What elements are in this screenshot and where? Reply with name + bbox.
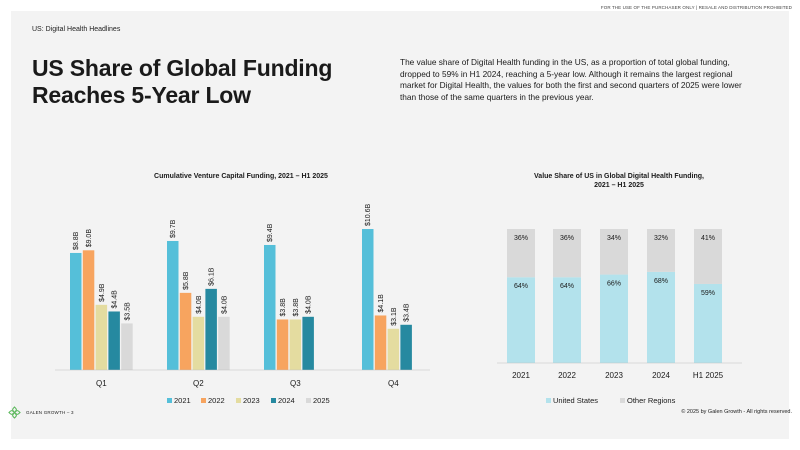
category-label-2023: 2023 xyxy=(605,371,623,380)
legend-swatch-2023 xyxy=(236,398,241,403)
legend-label-other-regions: Other Regions xyxy=(627,396,676,405)
funding-chart-legend: 2021 2022 2023 2024 2025 xyxy=(167,396,330,405)
legend-label-2023: 2023 xyxy=(243,396,260,405)
category-label-2022: 2022 xyxy=(558,371,576,380)
legend-swatch-2022 xyxy=(201,398,206,403)
slide-background xyxy=(11,11,789,439)
stack-label-h1-2025-united-states: 59% xyxy=(701,290,715,297)
bar-q2-2024 xyxy=(205,288,217,370)
stack-2023-other-regions xyxy=(600,229,628,275)
category-label-q2: Q2 xyxy=(193,379,204,388)
us-share-chart-title-line-2: 2021 – H1 2025 xyxy=(594,182,644,189)
bar-q1-2022 xyxy=(82,250,95,370)
stack-2021-other-regions xyxy=(507,229,535,278)
stack-label-2023-united-states: 66% xyxy=(607,281,621,288)
stack-2022-other-regions xyxy=(553,229,581,278)
legend-swatch-other-regions xyxy=(620,398,625,403)
stack-label-h1-2025-other-regions: 41% xyxy=(701,235,715,242)
bar-label-q2-2023: $4.0B xyxy=(196,295,203,314)
stack-label-2021-other-regions: 36% xyxy=(514,235,528,242)
page-title-line-1: US Share of Global Funding xyxy=(32,55,333,81)
stack-label-2024-other-regions: 32% xyxy=(654,235,668,242)
bar-q3-2022 xyxy=(276,319,289,370)
bar-label-q4-2024: $3.4B xyxy=(404,303,411,322)
bar-q1-2025 xyxy=(121,323,133,370)
stack-2023-united-states xyxy=(600,274,628,363)
bar-q2-2023 xyxy=(192,316,205,370)
bar-label-q3-2024: $4.0B xyxy=(306,295,313,314)
us-share-chart-legend: United States Other Regions xyxy=(546,396,676,405)
category-label-2024: 2024 xyxy=(652,371,670,380)
stack-label-2022-united-states: 64% xyxy=(560,283,574,290)
bar-q1-2021 xyxy=(70,252,82,370)
stack-label-2021-united-states: 64% xyxy=(514,283,528,290)
stack-2024-united-states xyxy=(647,271,675,363)
stack-2022-united-states xyxy=(553,277,581,363)
legend-swatch-united-states xyxy=(546,398,551,403)
stack-label-2022-other-regions: 36% xyxy=(560,235,574,242)
bar-q3-2024 xyxy=(302,316,314,370)
footer-brand-text: GALEN GROWTH – 3 xyxy=(26,410,74,415)
legend-label-united-states: United States xyxy=(553,396,598,405)
bar-label-q2-2022: $5.8B xyxy=(183,271,190,290)
bar-q4-2023 xyxy=(387,328,400,370)
legend-label-2021: 2021 xyxy=(174,396,191,405)
bar-q2-2025 xyxy=(218,316,230,370)
bar-label-q1-2023: $4.9B xyxy=(99,283,106,302)
funding-chart-title: Cumulative Venture Capital Funding, 2021… xyxy=(154,173,328,180)
stack-label-2023-other-regions: 34% xyxy=(607,235,621,242)
legend-swatch-2024 xyxy=(271,398,276,403)
bar-label-q2-2021: $9.7B xyxy=(170,219,177,238)
category-label-q4: Q4 xyxy=(388,379,399,388)
usage-notice: FOR THE USE OF THE PURCHASER ONLY | RESA… xyxy=(600,5,792,10)
us-share-chart-title-line-1: Value Share of US in Global Digital Heal… xyxy=(534,173,704,180)
legend-label-2022: 2022 xyxy=(208,396,225,405)
bar-q1-2024 xyxy=(108,311,120,370)
page-title: US Share of Global Funding Reaches 5-Yea… xyxy=(32,55,362,109)
bar-q4-2022 xyxy=(374,315,387,370)
legend-label-2025: 2025 xyxy=(313,396,330,405)
category-label-q3: Q3 xyxy=(290,379,301,388)
stack-2024-other-regions xyxy=(647,229,675,272)
stack-2021-united-states xyxy=(507,277,535,363)
legend-label-2024: 2024 xyxy=(278,396,295,405)
copyright: © 2025 by Galen Growth - All rights rese… xyxy=(681,409,792,415)
bar-q3-2023 xyxy=(289,319,302,370)
stack-h1-2025-other-regions xyxy=(694,229,722,284)
bar-label-q1-2024: $4.4B xyxy=(112,290,119,309)
bar-label-q4-2023: $3.1B xyxy=(391,307,398,326)
page-title-line-2: Reaches 5-Year Low xyxy=(32,82,251,108)
legend-swatch-2025 xyxy=(306,398,311,403)
bar-label-q1-2022: $9.0B xyxy=(86,229,93,248)
bar-q4-2024 xyxy=(400,324,412,370)
category-label-2021: 2021 xyxy=(512,371,530,380)
bar-label-q2-2024: $6.1B xyxy=(209,267,216,286)
bar-q2-2022 xyxy=(179,292,192,370)
bar-label-q1-2021: $8.8B xyxy=(73,231,80,250)
stack-label-2024-united-states: 68% xyxy=(654,278,668,285)
bar-label-q4-2021: $10.6B xyxy=(365,204,372,227)
breadcrumb: US: Digital Health Headlines xyxy=(32,26,121,33)
bar-label-q2-2025: $4.0B xyxy=(221,295,228,314)
bar-label-q3-2021: $9.4B xyxy=(267,223,274,242)
bar-label-q4-2022: $4.1B xyxy=(378,294,385,313)
bar-q1-2023 xyxy=(95,304,108,370)
category-label-q1: Q1 xyxy=(96,379,107,388)
bar-label-q3-2022: $3.8B xyxy=(280,298,287,317)
galen-growth-logo-icon xyxy=(8,406,21,419)
bar-q4-2021 xyxy=(362,229,374,370)
legend-swatch-2021 xyxy=(167,398,172,403)
bar-label-q1-2025: $3.5B xyxy=(124,302,131,321)
footer-brand: GALEN GROWTH – 3 xyxy=(8,406,74,419)
description-paragraph: The value share of Digital Health fundin… xyxy=(400,57,742,102)
funding-chart: $8.8B $9.0B $4.9B $4.4B $3.5B Q1 $9.7B $5.8B $4.… xyxy=(70,204,412,388)
category-label-h1-2025: H1 2025 xyxy=(693,371,724,380)
us-share-chart: 64% 36% 2021 64% 36% 2022 66% 34% 2023 68% 32% 2024… xyxy=(507,229,724,380)
bar-q3-2021 xyxy=(264,244,276,370)
stack-h1-2025-united-states xyxy=(694,283,722,363)
bar-label-q3-2023: $3.8B xyxy=(293,298,300,317)
bar-q2-2021 xyxy=(167,240,179,370)
